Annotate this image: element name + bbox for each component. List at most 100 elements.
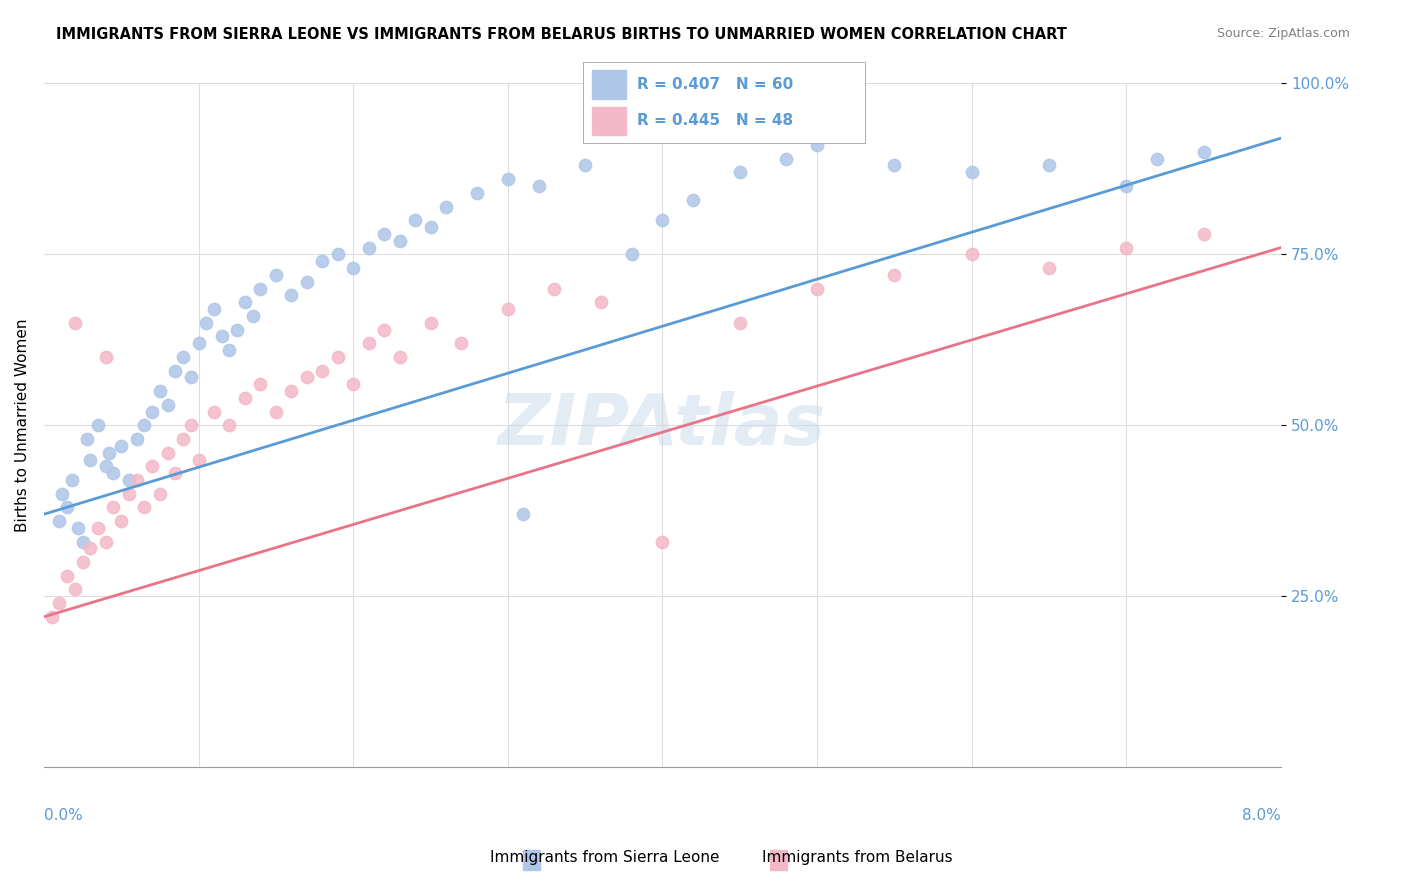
Point <box>651 213 673 227</box>
Point <box>66 521 89 535</box>
Point <box>125 473 148 487</box>
Point <box>156 446 179 460</box>
Point <box>134 500 156 515</box>
Point <box>165 364 187 378</box>
Point <box>527 179 550 194</box>
Point <box>94 534 117 549</box>
Point <box>373 227 395 241</box>
Point <box>165 467 187 481</box>
Text: R = 0.407   N = 60: R = 0.407 N = 60 <box>637 77 793 92</box>
Point <box>233 391 256 405</box>
Point <box>211 329 233 343</box>
Point <box>960 247 983 261</box>
Point <box>589 295 612 310</box>
Point <box>295 370 318 384</box>
Point <box>806 138 828 153</box>
Point <box>72 534 94 549</box>
Point <box>728 165 751 179</box>
Point <box>1192 227 1215 241</box>
Text: Immigrants from Sierra Leone: Immigrants from Sierra Leone <box>489 850 720 865</box>
Point <box>103 500 125 515</box>
Point <box>72 555 94 569</box>
Point <box>56 500 79 515</box>
Point <box>373 323 395 337</box>
Point <box>342 261 364 276</box>
Point <box>264 268 287 282</box>
Point <box>187 452 209 467</box>
Point <box>79 452 101 467</box>
Point <box>295 275 318 289</box>
Point <box>110 439 132 453</box>
Text: R = 0.445   N = 48: R = 0.445 N = 48 <box>637 112 793 128</box>
Point <box>60 473 83 487</box>
Text: Immigrants from Belarus: Immigrants from Belarus <box>762 850 953 865</box>
Point <box>48 514 70 528</box>
Point <box>87 521 110 535</box>
Point <box>960 165 983 179</box>
Point <box>496 302 519 317</box>
Point <box>94 350 117 364</box>
Point <box>388 350 411 364</box>
Point <box>1038 261 1060 276</box>
Point <box>388 234 411 248</box>
Point <box>141 405 163 419</box>
Point <box>110 514 132 528</box>
Point <box>202 405 225 419</box>
Point <box>326 350 349 364</box>
Point <box>180 418 202 433</box>
Point <box>419 220 441 235</box>
Point <box>1192 145 1215 159</box>
Point <box>94 459 117 474</box>
Point <box>1115 179 1137 194</box>
Point <box>76 432 98 446</box>
Point <box>149 487 172 501</box>
Point <box>187 336 209 351</box>
Text: Source: ZipAtlas.com: Source: ZipAtlas.com <box>1216 27 1350 40</box>
Point <box>97 446 120 460</box>
Point <box>311 364 333 378</box>
Point <box>79 541 101 556</box>
Point <box>574 159 596 173</box>
Point <box>249 282 271 296</box>
Point <box>512 508 534 522</box>
Bar <box>592 70 626 99</box>
Point <box>218 343 240 358</box>
Point <box>465 186 488 200</box>
Text: IMMIGRANTS FROM SIERRA LEONE VS IMMIGRANTS FROM BELARUS BIRTHS TO UNMARRIED WOME: IMMIGRANTS FROM SIERRA LEONE VS IMMIGRAN… <box>56 27 1067 42</box>
Point <box>357 241 380 255</box>
Point <box>51 487 73 501</box>
Point <box>342 377 364 392</box>
Point <box>218 418 240 433</box>
Point <box>134 418 156 433</box>
Point <box>806 282 828 296</box>
Point <box>202 302 225 317</box>
Point <box>682 193 704 207</box>
Point <box>41 610 63 624</box>
Point <box>56 569 79 583</box>
Point <box>496 172 519 186</box>
Point <box>264 405 287 419</box>
Point <box>728 316 751 330</box>
Point <box>450 336 472 351</box>
Point <box>249 377 271 392</box>
Bar <box>592 107 626 135</box>
Point <box>1146 152 1168 166</box>
Point <box>48 596 70 610</box>
Point <box>311 254 333 268</box>
Point <box>620 247 643 261</box>
Point <box>172 350 194 364</box>
Point <box>1115 241 1137 255</box>
Point <box>883 268 905 282</box>
Point <box>63 316 86 330</box>
Point <box>172 432 194 446</box>
Point <box>1038 159 1060 173</box>
Point <box>195 316 218 330</box>
Point <box>226 323 249 337</box>
Point <box>357 336 380 351</box>
Point <box>118 487 141 501</box>
Point <box>883 159 905 173</box>
Point <box>543 282 565 296</box>
Point <box>233 295 256 310</box>
Point <box>180 370 202 384</box>
Point <box>280 384 302 399</box>
